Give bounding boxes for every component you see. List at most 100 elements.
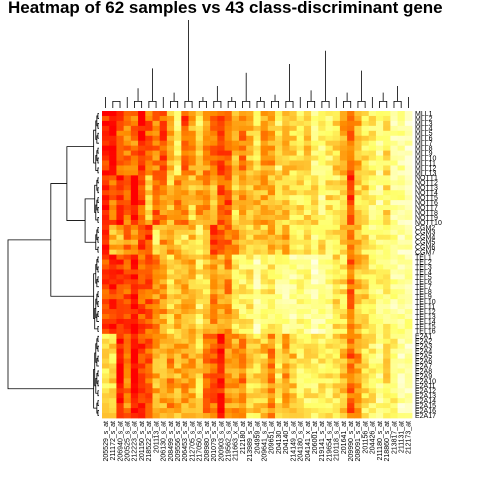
- heatmap-cell: [130, 111, 139, 117]
- heatmap-cell: [130, 323, 139, 330]
- heatmap-cell: [109, 294, 117, 300]
- heatmap-cell: [130, 408, 139, 414]
- heatmap-cell: [116, 234, 125, 241]
- heatmap-cell: [152, 264, 161, 270]
- heatmap-cell: [347, 383, 355, 389]
- heatmap-cell: [188, 318, 197, 325]
- heatmap-cell: [116, 343, 125, 350]
- row-dendrogram-branch: [94, 308, 98, 330]
- heatmap-cell: [383, 314, 391, 320]
- heatmap-cell: [390, 403, 398, 409]
- heatmap-cell: [231, 289, 240, 295]
- heatmap-cell: [375, 195, 384, 201]
- heatmap-cell: [253, 249, 262, 255]
- row-dendrogram-branch: [97, 266, 99, 273]
- heatmap-cell: [347, 115, 355, 122]
- heatmap-cell: [109, 363, 117, 369]
- heatmap-cell: [253, 135, 262, 142]
- heatmap-cell: [311, 175, 319, 181]
- heatmap-cell: [145, 274, 153, 280]
- heatmap-cell: [217, 224, 225, 231]
- heatmap-cell: [383, 205, 391, 211]
- heatmap-cell: [181, 373, 189, 379]
- heatmap-cell: [339, 343, 348, 350]
- heatmap-cell: [166, 185, 175, 191]
- heatmap-cell: [383, 279, 391, 285]
- heatmap-cell: [375, 120, 384, 127]
- heatmap-cell: [361, 170, 370, 176]
- heatmap-cell: [397, 239, 406, 246]
- heatmap-cell: [130, 205, 139, 211]
- heatmap-cell: [303, 135, 312, 142]
- heatmap-cell: [138, 259, 146, 265]
- heatmap-cell: [202, 413, 211, 419]
- heatmap-cell: [397, 210, 406, 216]
- heatmap-cell: [390, 259, 398, 265]
- heatmap-cell: [282, 343, 290, 350]
- heatmap-cell: [368, 373, 377, 379]
- heatmap-cell: [303, 140, 312, 147]
- heatmap-cell: [102, 180, 110, 186]
- heatmap-cell: [138, 338, 146, 345]
- heatmap-cell: [375, 299, 384, 305]
- heatmap-cell: [361, 383, 370, 389]
- heatmap-cell: [289, 155, 298, 161]
- heatmap-cell: [361, 249, 370, 255]
- heatmap-cell: [260, 309, 269, 315]
- column-label: 204426_at: [370, 421, 377, 454]
- heatmap-cell: [390, 200, 398, 206]
- heatmap-cell: [390, 150, 398, 156]
- heatmap-cell: [202, 358, 211, 364]
- heatmap-cell: [303, 244, 312, 251]
- heatmap-cell: [318, 343, 326, 350]
- row-dendrogram-branch: [93, 273, 96, 320]
- heatmap-cell: [116, 388, 125, 394]
- heatmap-cell: [383, 383, 391, 389]
- heatmap-cell: [404, 170, 413, 176]
- heatmap-cell: [246, 125, 254, 132]
- heatmap-cell: [188, 210, 197, 216]
- heatmap-cell: [116, 205, 125, 211]
- heatmap-cell: [375, 130, 384, 137]
- heatmap-cell: [332, 328, 341, 335]
- heatmap-cell: [138, 115, 146, 122]
- heatmap-cell: [282, 318, 290, 325]
- row-label: TEL8: [415, 289, 432, 296]
- heatmap-cell: [296, 378, 305, 384]
- row-dendrogram-branch: [97, 345, 99, 352]
- heatmap-cell: [231, 150, 240, 156]
- heatmap-cell: [246, 234, 254, 241]
- heatmap-cell: [397, 358, 406, 364]
- heatmap-cell: [231, 358, 240, 364]
- heatmap-cell: [138, 274, 146, 280]
- heatmap-cell: [253, 214, 262, 221]
- heatmap-cell: [123, 244, 132, 251]
- heatmap-cell: [217, 353, 225, 359]
- heatmap-cell: [195, 373, 204, 379]
- heatmap-cell: [246, 343, 254, 350]
- heatmap-cell: [260, 378, 269, 384]
- heatmap-cell: [217, 165, 225, 171]
- column-labels: 205529_s_at 211172_s_at 206940_s_at 200525_…: [103, 421, 413, 462]
- heatmap-cell: [152, 190, 161, 196]
- heatmap-cell: [332, 279, 341, 285]
- heatmap-cell: [311, 338, 319, 345]
- heatmap-cell: [238, 294, 247, 300]
- heatmap-cell: [174, 180, 182, 186]
- heatmap-cell: [303, 383, 312, 389]
- heatmap-cell: [361, 314, 370, 320]
- heatmap-cell: [116, 219, 125, 226]
- heatmap-cell: [202, 205, 211, 211]
- heatmap-cell: [325, 279, 334, 285]
- heatmap-cell: [102, 274, 110, 280]
- heatmap-cell: [195, 200, 204, 206]
- heatmap-cell: [246, 140, 254, 147]
- heatmap-cell: [102, 205, 110, 211]
- heatmap-cell: [130, 229, 139, 236]
- heatmap-cell: [325, 214, 334, 221]
- heatmap-cell: [246, 398, 254, 404]
- heatmap-cell: [296, 338, 305, 345]
- heatmap-cell: [253, 210, 262, 216]
- heatmap-cell: [375, 408, 384, 414]
- heatmap-cell: [318, 150, 326, 156]
